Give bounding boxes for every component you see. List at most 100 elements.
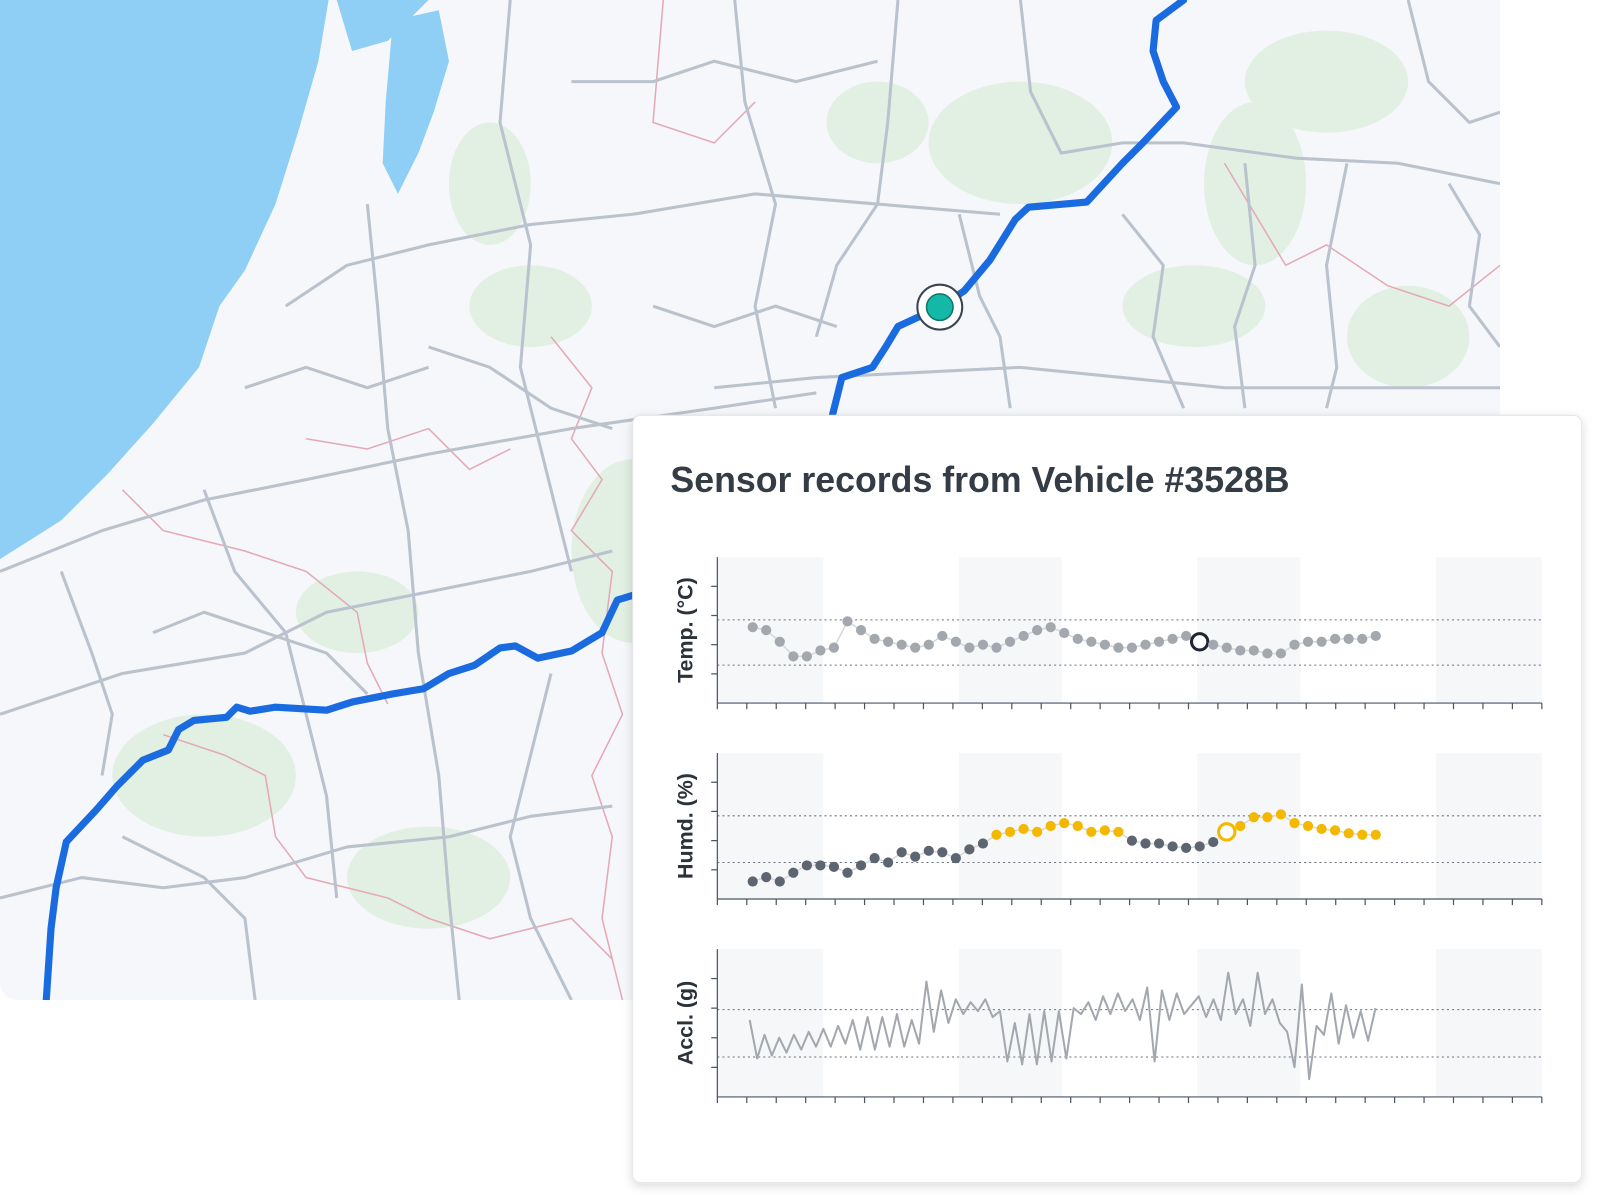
map-road [498,0,573,572]
data-point [1032,826,1043,837]
data-point [1316,823,1327,835]
data-point [1059,818,1070,829]
data-point [1099,639,1110,650]
data-point [1262,812,1273,823]
data-point [1343,633,1354,644]
data-point [1140,838,1151,849]
data-point [788,867,799,878]
data-point [1330,825,1341,836]
data-point [1370,829,1381,840]
map-road [508,673,573,1000]
map-border [121,489,389,705]
data-point [1086,636,1097,647]
data-point [1357,829,1368,840]
data-point [910,851,921,862]
data-point [950,853,961,864]
data-point [1018,823,1029,835]
shaded-band [1435,557,1542,704]
data-point [1126,835,1138,846]
data-point [1113,826,1124,837]
data-point [1208,639,1219,650]
y-axis-label: Humd. (%) [673,773,697,879]
data-point [815,645,826,656]
data-point [869,853,880,864]
map-road [121,835,257,1000]
data-point [1113,642,1124,653]
map-road [365,203,461,1000]
data-point [1248,812,1259,823]
map-route [42,590,642,1000]
map-green-area [346,826,511,929]
data-point [977,838,989,849]
shaded-band [958,753,1062,899]
data-point [1018,630,1029,642]
map-road [0,391,817,573]
data-point [964,844,975,855]
map-water [336,0,429,52]
map-road [1233,163,1257,409]
map-lake [382,10,449,194]
vehicle-marker [925,293,954,322]
data-point [1126,642,1138,653]
data-point [1316,636,1327,647]
data-point [1167,633,1178,644]
data-point [1004,826,1016,837]
map-green-area [1204,102,1307,266]
shaded-band [717,948,824,1097]
data-point [1032,625,1043,636]
data-point [910,642,921,653]
data-point [1086,826,1097,837]
data-point [1208,836,1219,848]
data-point [950,636,961,647]
map-green-area [448,122,531,245]
data-point [1370,630,1381,642]
data-point [937,630,948,642]
map-road [957,213,1012,409]
data-point [855,625,867,636]
sensor-chart: Accl. (g) [673,948,1543,1104]
data-point [923,845,934,856]
data-point [1262,648,1273,659]
data-point [1099,825,1110,836]
data-point [1221,642,1232,653]
map-green-area [1244,30,1409,133]
data-point [896,847,907,858]
highlighted-point [1217,822,1237,842]
data-point [1059,627,1070,639]
data-point [801,860,812,871]
data-point [883,636,894,647]
map-border [305,427,511,471]
map-border [550,336,624,1000]
data-point [815,860,826,871]
map-road [202,489,339,899]
data-point [1140,639,1151,650]
data-point [923,639,934,650]
data-point [774,636,785,647]
data-point [747,622,758,633]
data-point [1289,639,1300,650]
data-point [991,642,1002,653]
map-border [652,0,756,144]
data-point [1330,633,1341,644]
shaded-band [1197,557,1301,704]
y-axis-label: Accl. (g) [673,981,697,1065]
map-green-area [112,714,296,837]
shaded-band [958,557,1062,704]
map-green-area [1122,265,1266,347]
map-border [163,733,613,960]
shaded-band [1435,948,1542,1097]
shaded-band [958,948,1062,1097]
data-point [896,639,907,650]
data-point [1181,630,1192,642]
map-green-area [469,265,592,347]
panel-card [632,414,1583,1184]
map-road [152,610,369,695]
data-point [1289,818,1300,829]
map-green-area [928,81,1113,205]
data-point [828,861,840,872]
data-point [1248,645,1259,656]
map-green-area [1346,285,1470,388]
map-road [59,570,114,776]
